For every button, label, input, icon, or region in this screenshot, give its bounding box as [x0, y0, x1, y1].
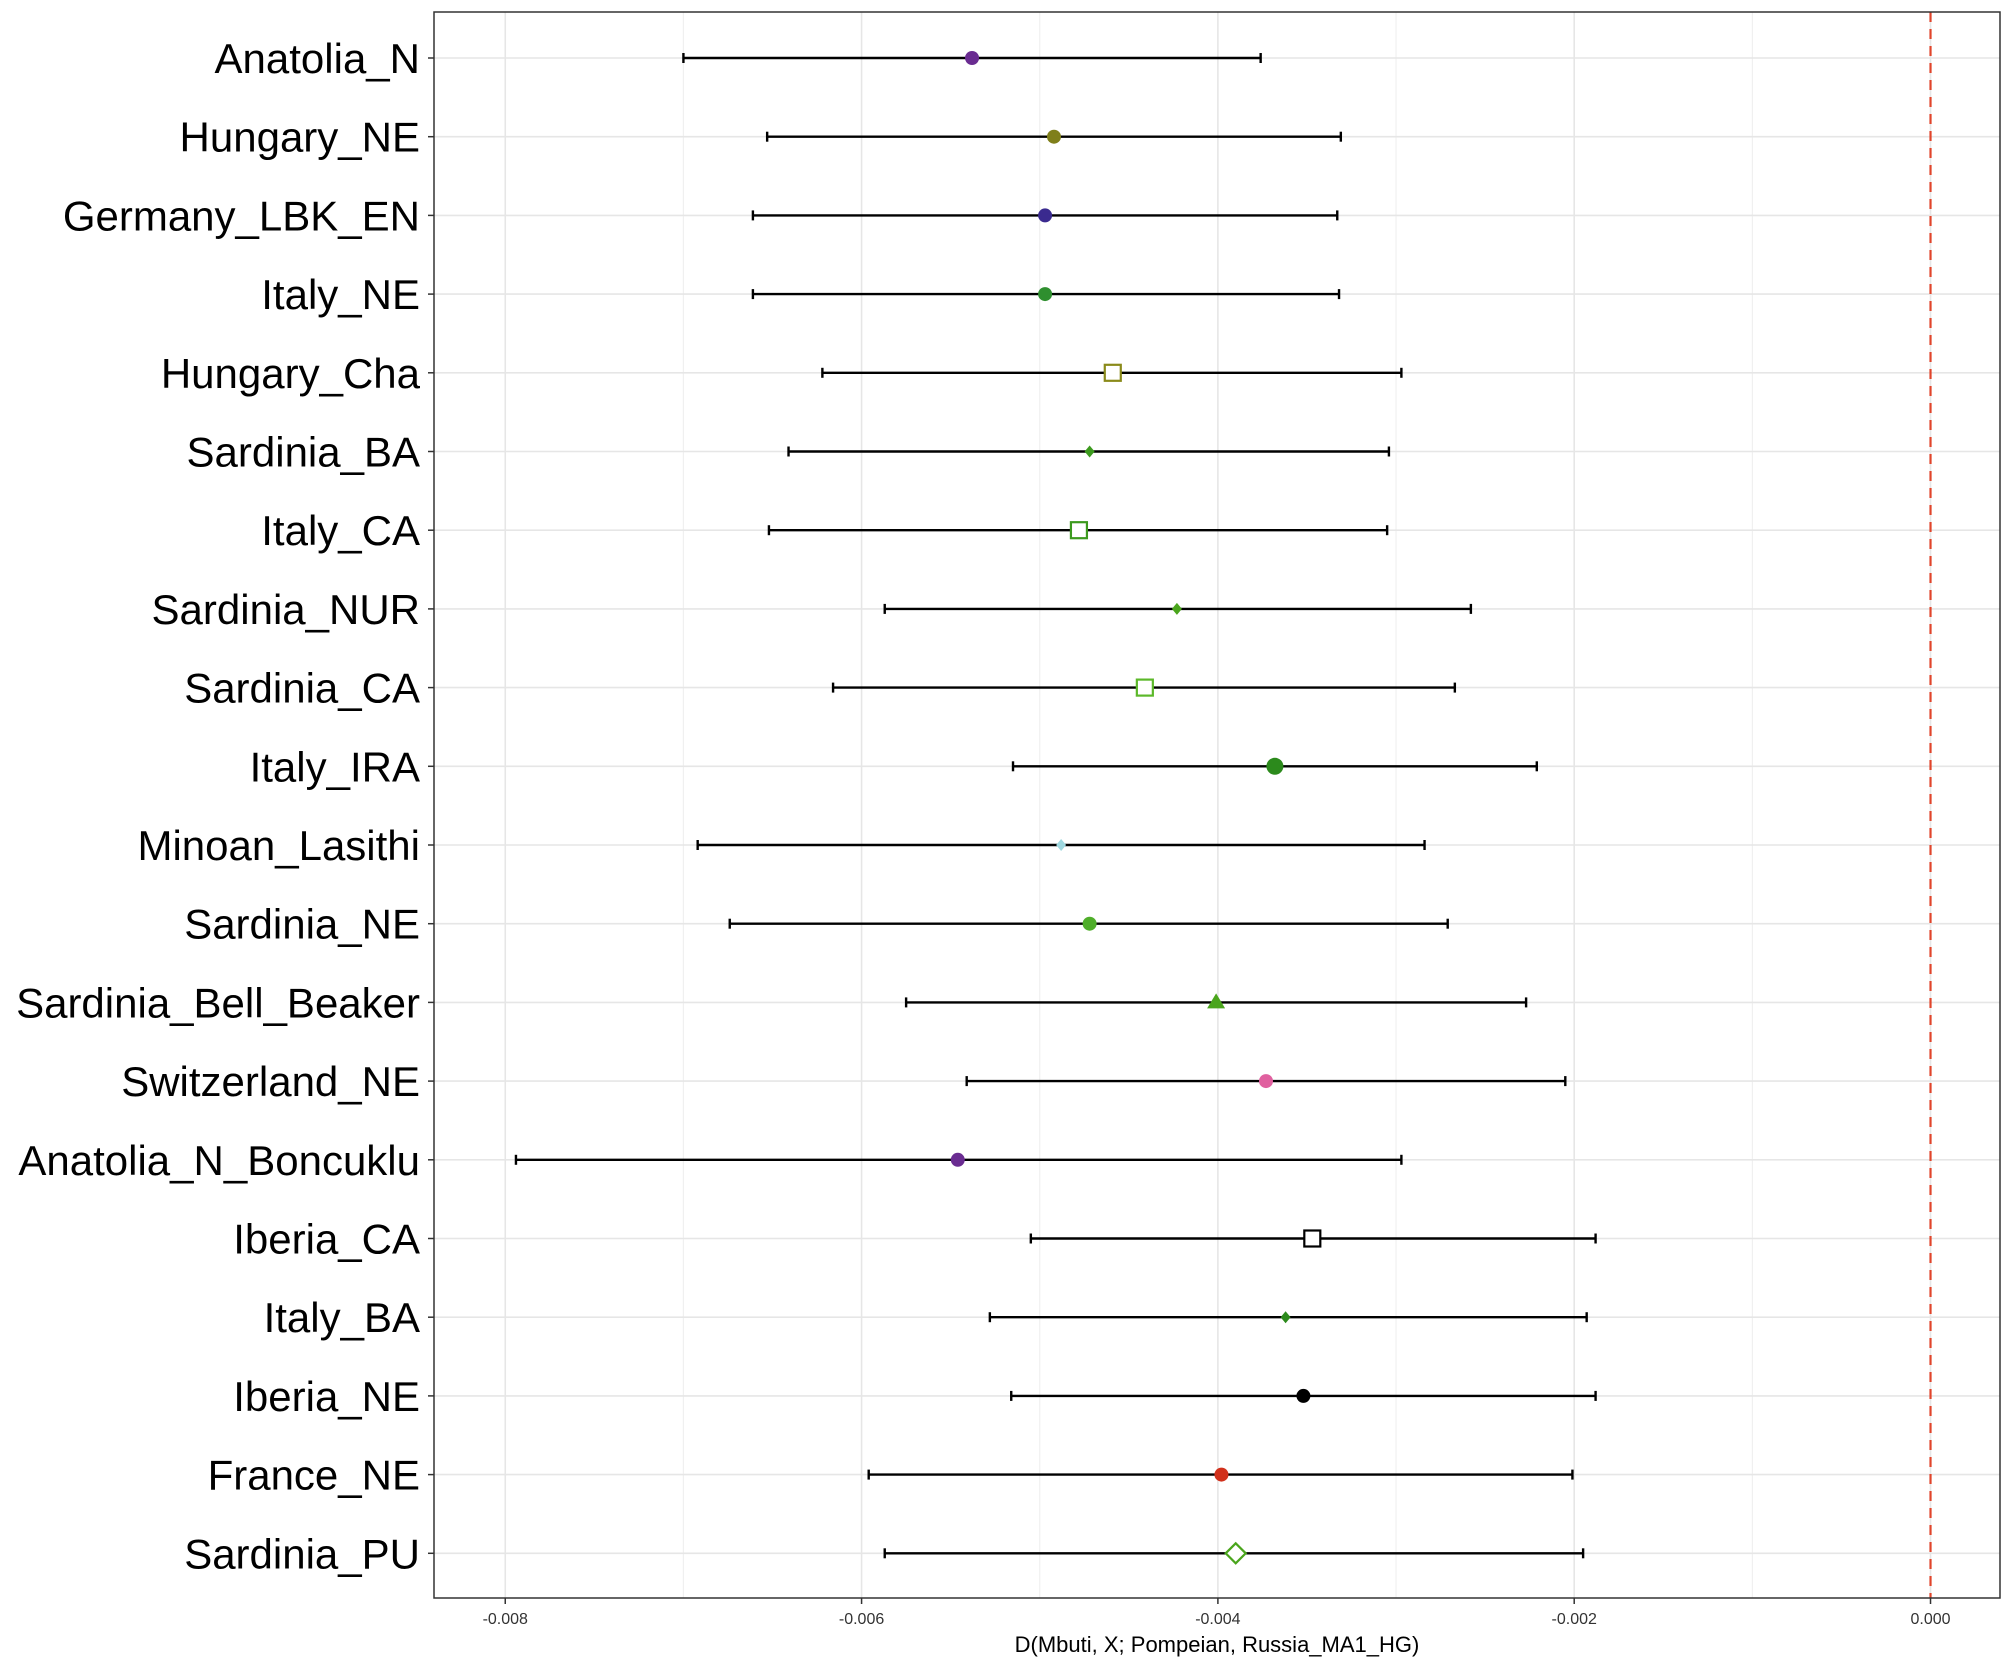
point-italy-ira	[1266, 757, 1284, 775]
x-axis-title: D(Mbuti, X; Pompeian, Russia_MA1_HG)	[1015, 1632, 1420, 1657]
y-label-iberia-ne: Iberia_NE	[233, 1373, 420, 1420]
y-label-hungary-ne: Hungary_NE	[180, 114, 420, 161]
y-label-france-ne: France_NE	[208, 1452, 420, 1499]
point-hungary-cha	[1103, 363, 1122, 382]
error-bars-layer	[514, 53, 1597, 1559]
y-label-italy-ira: Italy_IRA	[250, 743, 420, 790]
y-label-sardinia-pu: Sardinia_PU	[184, 1530, 420, 1577]
grid-layer	[434, 12, 2000, 1598]
y-label-anatolia-n: Anatolia_N	[215, 35, 420, 82]
y-label-italy-ca: Italy_CA	[261, 507, 420, 554]
y-label-iberia-ca: Iberia_CA	[233, 1216, 420, 1263]
x-tick-label: -0.008	[483, 1611, 528, 1628]
x-tick-label: -0.006	[839, 1611, 884, 1628]
y-label-italy-ne: Italy_NE	[261, 271, 420, 318]
point-switzerland-ne	[1258, 1074, 1273, 1089]
y-label-germany-lbk-en: Germany_LBK_EN	[63, 192, 420, 239]
point-italy-ne	[1038, 287, 1053, 302]
y-label-sardinia-nur: Sardinia_NUR	[152, 586, 420, 633]
y-label-sardinia-ba: Sardinia_BA	[187, 429, 420, 476]
point-sardinia-pu	[1224, 1541, 1248, 1565]
point-italy-ca	[1069, 521, 1089, 540]
x-tick-label: -0.004	[1195, 1611, 1240, 1628]
point-anatolia-n	[965, 51, 980, 65]
y-axis-labels: Anatolia_N Hungary_NE Germany_LBK_EN Italy_…	[16, 35, 434, 1577]
point-iberia-ca	[1303, 1229, 1322, 1248]
point-germany-lbk-en	[1038, 208, 1053, 223]
point-sardinia-ca	[1135, 678, 1154, 697]
point-france-ne	[1214, 1467, 1229, 1482]
point-hungary-ne	[1046, 129, 1061, 144]
y-label-sardinia-ne: Sardinia_NE	[184, 901, 420, 948]
point-sardinia-ne	[1082, 916, 1097, 931]
y-label-sardinia-bell-beaker: Sardinia_Bell_Beaker	[16, 979, 420, 1026]
y-label-minoan-lasithi: Minoan_Lasithi	[137, 822, 420, 869]
point-sardinia-nur	[1171, 602, 1182, 615]
x-tick-label: -0.002	[1552, 1611, 1597, 1628]
y-label-hungary-cha: Hungary_Cha	[161, 350, 421, 397]
point-minoan-lasithi	[1056, 839, 1067, 851]
point-iberia-ne	[1296, 1388, 1311, 1403]
y-label-switzerland-ne: Switzerland_NE	[121, 1058, 420, 1105]
point-italy-ba	[1280, 1311, 1291, 1324]
point-anatolia-n-boncuklu	[950, 1152, 965, 1167]
y-label-italy-ba: Italy_BA	[264, 1294, 420, 1341]
y-label-sardinia-ca: Sardinia_CA	[184, 665, 420, 712]
y-label-anatolia-n-boncuklu: Anatolia_N_Boncuklu	[18, 1137, 420, 1184]
point-sardinia-ba	[1084, 445, 1095, 458]
plot-frame	[433, 11, 2001, 1599]
point-sardinia-bell-beaker	[1207, 993, 1226, 1009]
points-layer	[950, 51, 1322, 1565]
x-tick-label: 0.000	[1910, 1611, 1950, 1628]
x-axis-ticks: -0.008 -0.006 -0.004 -0.002 0.000	[483, 1598, 1951, 1628]
